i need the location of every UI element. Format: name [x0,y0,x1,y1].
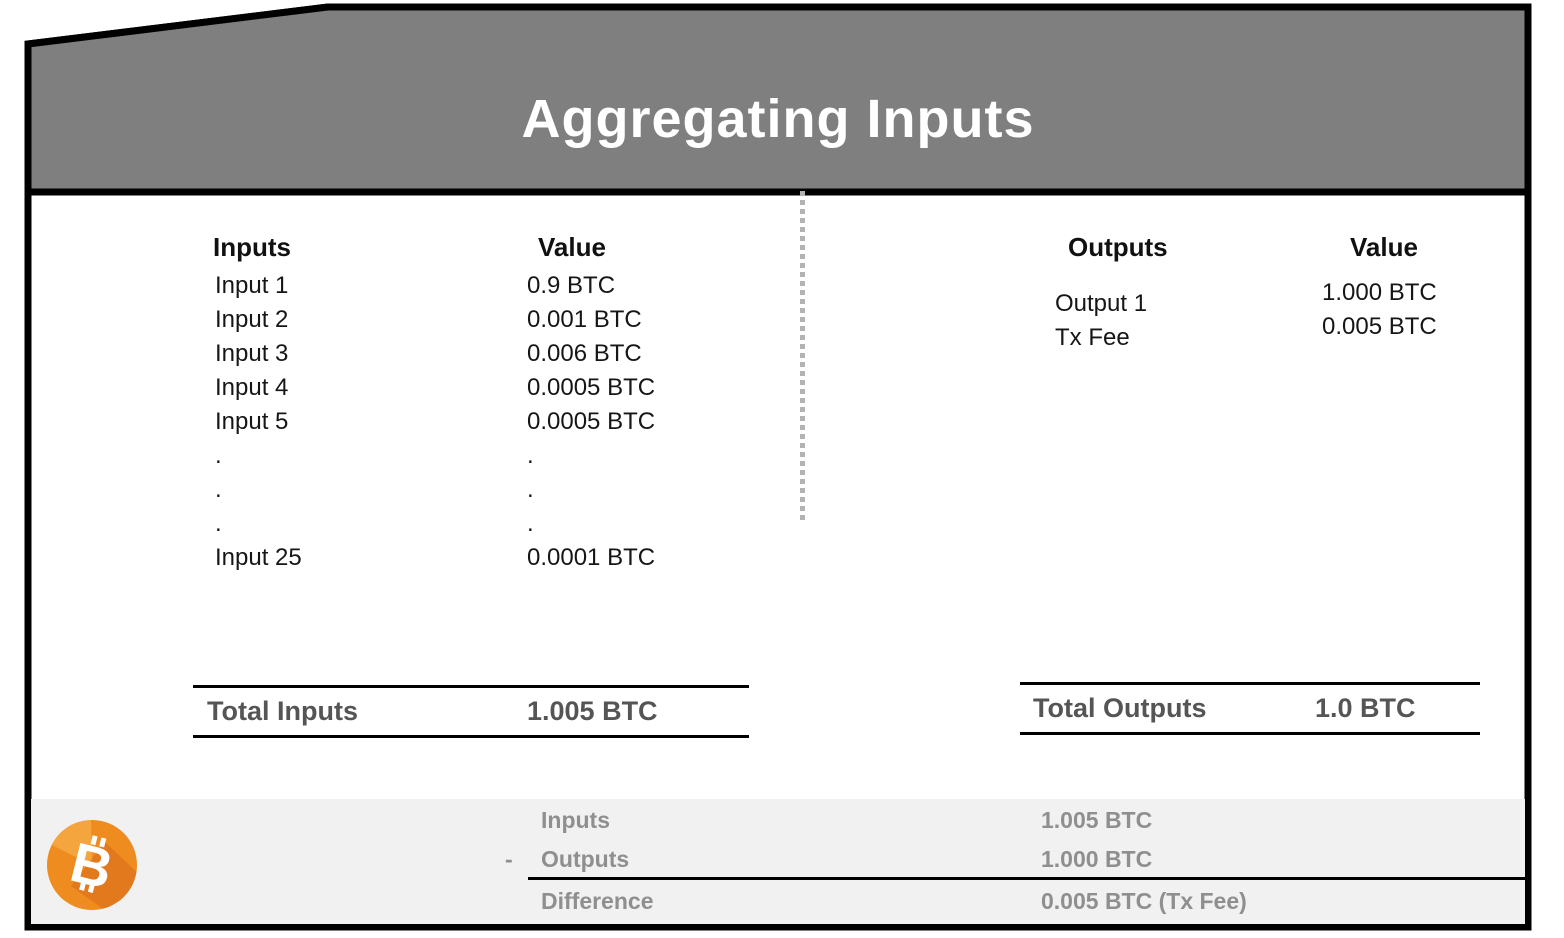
title-banner [24,3,1532,196]
input-row-label: Input 4 [215,374,289,401]
output-row-label: Tx Fee [1055,324,1130,351]
output-row-label: Output 1 [1055,290,1148,317]
input-row-label: Input 1 [215,272,289,299]
total-outputs-value: 1.0 BTC [1315,693,1416,723]
summary-outputs-label: Outputs [541,846,630,872]
input-row-label: Input 5 [215,408,289,435]
total-outputs-label: Total Outputs [1033,693,1207,723]
page-title: Aggregating Inputs [521,89,1035,149]
outputs-value-header: Value [1350,232,1418,262]
input-row-label: Input 25 [215,544,302,571]
input-row-value: 0.9 BTC [527,272,616,299]
ellipsis-dot: . [527,510,534,537]
summary-difference-value: 0.005 BTC (Tx Fee) [1041,888,1247,914]
bitcoin-logo: B [47,820,137,910]
summary-difference-label: Difference [541,888,654,914]
summary-inputs-value: 1.005 BTC [1041,807,1153,833]
outputs-column-header: Outputs [1068,232,1168,262]
ellipsis-dot: . [215,476,222,503]
inputs-value-header: Value [538,232,606,262]
input-row-label: Input 3 [215,340,289,367]
ellipsis-dot: . [215,510,222,537]
input-row-value: 0.0005 BTC [527,408,656,435]
summary-inputs-label: Inputs [541,807,610,833]
input-row-value: 0.0005 BTC [527,374,656,401]
output-row-value: 0.005 BTC [1322,313,1437,340]
total-inputs-value: 1.005 BTC [527,696,658,726]
input-row-value: 0.0001 BTC [527,544,656,571]
output-row-value: 1.000 BTC [1322,279,1437,306]
input-row-value: 0.006 BTC [527,340,642,367]
footer-strip [31,799,1525,924]
total-inputs-label: Total Inputs [207,696,358,726]
dotted-divider [800,191,805,524]
inputs-column-header: Inputs [213,232,291,262]
ellipsis-dot: . [527,476,534,503]
minus-operator: - [505,846,513,872]
input-row-value: 0.001 BTC [527,306,642,333]
summary-divider-line [528,877,1528,880]
total-inputs-row: Total Inputs 1.005 BTC [193,685,749,738]
ellipsis-dot: . [527,442,534,469]
summary-outputs-value: 1.000 BTC [1041,846,1153,872]
ellipsis-dot: . [215,442,222,469]
total-outputs-row: Total Outputs 1.0 BTC [1020,682,1480,735]
input-row-label: Input 2 [215,306,289,333]
